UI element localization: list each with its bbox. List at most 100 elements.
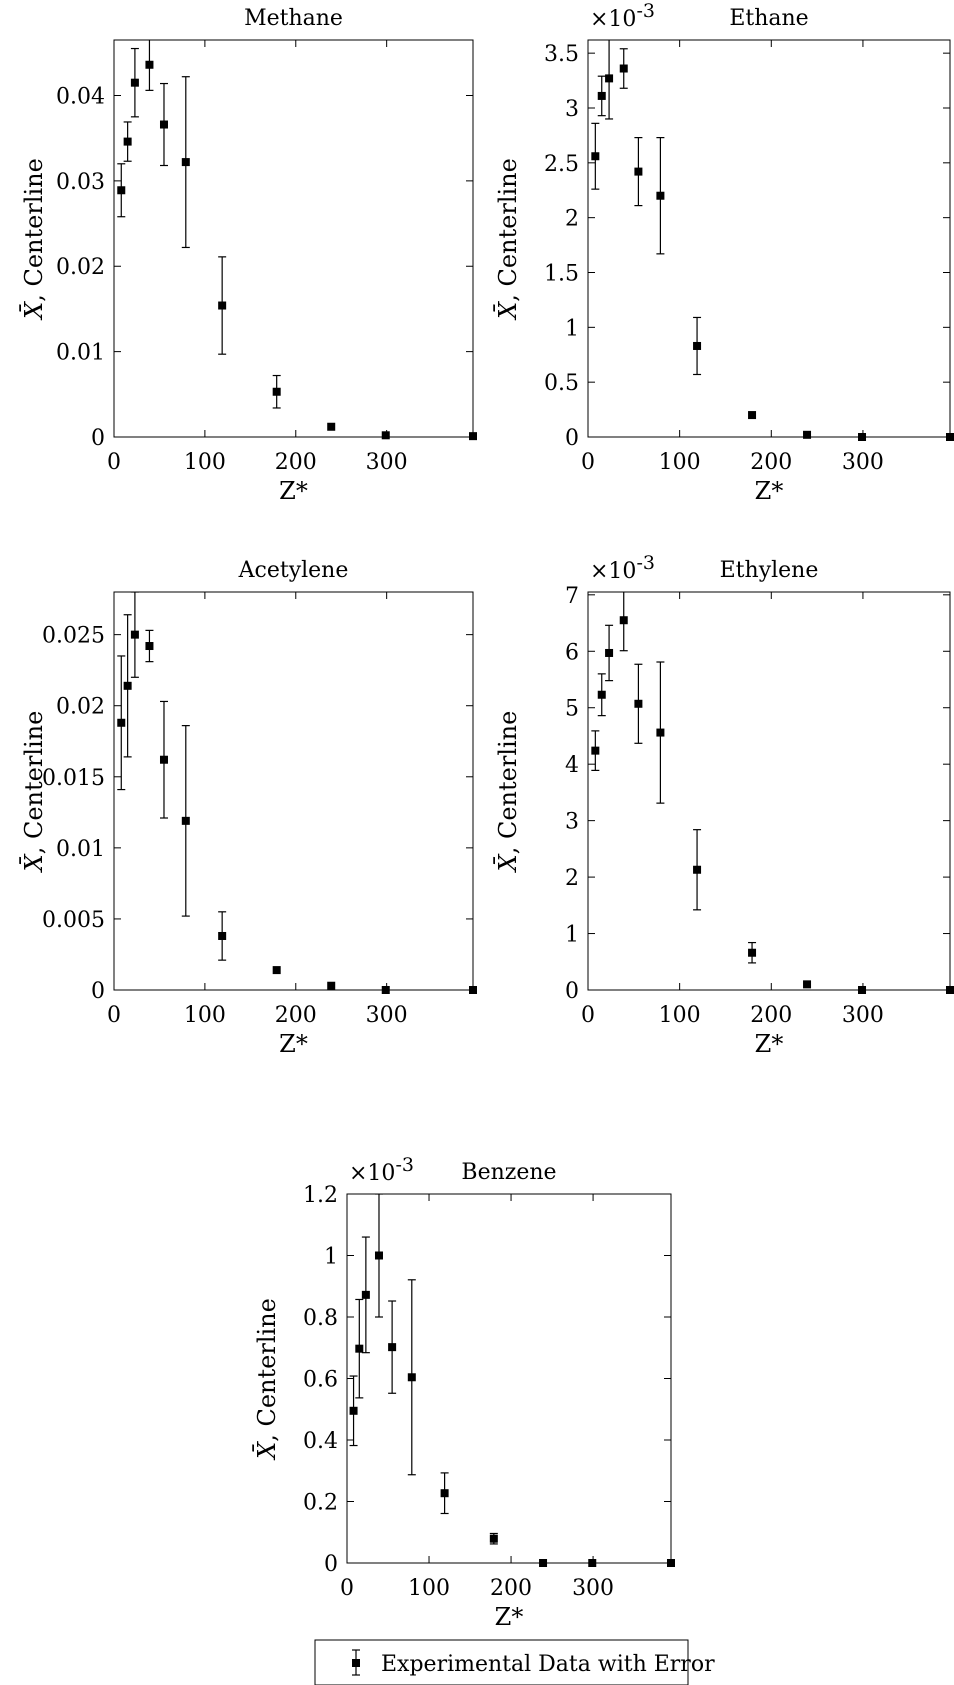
y-tick-label: 5 bbox=[565, 697, 579, 722]
data-point bbox=[130, 630, 139, 639]
data-point bbox=[946, 433, 954, 441]
y-tick-label: 6 bbox=[565, 640, 579, 665]
data-point bbox=[605, 648, 614, 657]
y-axis-label-text: , Centerline bbox=[494, 158, 522, 302]
data-points bbox=[591, 40, 954, 441]
data-point bbox=[748, 411, 757, 420]
y-tick-label: 4 bbox=[565, 753, 579, 778]
y-tick-label: 3.5 bbox=[544, 42, 579, 67]
y-tick-label: 0.005 bbox=[42, 908, 105, 933]
y-axis-symbol: X̄ bbox=[494, 853, 522, 873]
y-multiplier-exponent: -3 bbox=[636, 0, 655, 22]
data-point bbox=[656, 191, 665, 200]
data-points bbox=[349, 1194, 675, 1567]
y-axis-label: X̄, Centerline bbox=[494, 711, 522, 874]
y-tick-label: 0.02 bbox=[56, 695, 105, 720]
data-point bbox=[361, 1290, 370, 1299]
y-axis-symbol: X̄ bbox=[20, 301, 48, 321]
x-tick-label: 300 bbox=[842, 450, 884, 475]
data-point bbox=[272, 387, 281, 396]
y-axis-label-text: , Centerline bbox=[20, 711, 48, 855]
x-tick-label: 0 bbox=[581, 1003, 595, 1028]
y-multiplier-label: ×10-3 bbox=[590, 0, 655, 32]
data-point bbox=[407, 1373, 416, 1382]
axes-box bbox=[587, 39, 951, 438]
data-point bbox=[748, 948, 757, 957]
x-tick-label: 0 bbox=[581, 450, 595, 475]
x-axis-label: Z* bbox=[755, 477, 784, 505]
data-point bbox=[218, 931, 227, 940]
data-point bbox=[605, 74, 614, 83]
x-tick-label: 100 bbox=[659, 450, 701, 475]
x-tick-label: 100 bbox=[184, 450, 226, 475]
y-tick-label: 0 bbox=[565, 979, 579, 1004]
x-tick-label: 200 bbox=[750, 450, 792, 475]
data-point bbox=[619, 616, 628, 625]
x-tick-label: 100 bbox=[184, 1003, 226, 1028]
data-point bbox=[946, 986, 954, 994]
y-tick-label: 0 bbox=[565, 426, 579, 451]
y-tick-label: 0.025 bbox=[42, 624, 105, 649]
y-multiplier-base: ×10 bbox=[590, 7, 636, 32]
y-tick-label: 0 bbox=[324, 1552, 338, 1577]
data-point bbox=[693, 865, 702, 874]
y-multiplier-label: ×10-3 bbox=[349, 1154, 414, 1186]
y-tick-label: 0 bbox=[91, 426, 105, 451]
legend-marker-icon bbox=[352, 1649, 360, 1676]
y-multiplier-exponent: -3 bbox=[395, 1154, 414, 1176]
data-point bbox=[381, 431, 390, 440]
y-axis-label-text: , Centerline bbox=[253, 1298, 281, 1442]
data-point bbox=[130, 78, 139, 87]
y-axis-label-text: , Centerline bbox=[20, 158, 48, 302]
legend-label: Experimental Data with Error bbox=[381, 1652, 715, 1677]
data-point bbox=[145, 60, 154, 69]
data-point bbox=[619, 64, 628, 73]
x-tick-label: 300 bbox=[366, 450, 408, 475]
data-point bbox=[388, 1343, 397, 1352]
x-axis-label: Z* bbox=[495, 1603, 524, 1631]
y-tick-label: 0.6 bbox=[303, 1368, 338, 1393]
benzene-chart: 0 100 200 300 0 0.2 0.4 0.6 0.8 1 1.2 Benzene Z* X̄, … bbox=[253, 1154, 675, 1631]
data-point bbox=[858, 986, 867, 994]
x-tick-label: 300 bbox=[366, 1003, 408, 1028]
data-point bbox=[123, 137, 132, 146]
y-tick-label: 0.04 bbox=[56, 84, 105, 109]
data-points bbox=[117, 592, 477, 994]
data-point bbox=[489, 1534, 498, 1543]
y-tick-label: 0.5 bbox=[544, 371, 579, 396]
x-tick-label: 0 bbox=[107, 1003, 121, 1028]
ethane-chart: 0 100 200 300 0 0.5 1 1.5 2 2.5 3 3.5 Ethane Z* X̄, Ce… bbox=[494, 0, 954, 505]
axes-box bbox=[113, 591, 474, 991]
chart-title: Methane bbox=[244, 6, 343, 31]
x-tick-label: 0 bbox=[340, 1576, 354, 1601]
y-tick-label: 0.01 bbox=[56, 341, 105, 366]
legend-box bbox=[314, 1639, 689, 1685]
y-axis-symbol: X̄ bbox=[20, 853, 48, 873]
x-axis-label: Z* bbox=[279, 1030, 308, 1058]
data-point bbox=[349, 1406, 358, 1415]
data-point bbox=[218, 301, 227, 310]
y-tick-label: 1.2 bbox=[303, 1183, 338, 1208]
y-tick-label: 7 bbox=[565, 584, 579, 609]
y-tick-label: 0.8 bbox=[303, 1306, 338, 1331]
axes-box bbox=[346, 1193, 672, 1564]
y-axis-label: X̄, Centerline bbox=[20, 158, 48, 321]
data-point bbox=[181, 158, 190, 167]
y-tick-label: 1 bbox=[324, 1245, 338, 1270]
y-axis-label-text: , Centerline bbox=[494, 711, 522, 855]
y-multiplier-label: ×10-3 bbox=[590, 552, 655, 584]
data-point bbox=[145, 642, 154, 651]
y-axis-symbol: X̄ bbox=[494, 301, 522, 321]
data-point bbox=[159, 120, 168, 129]
y-axis-label: X̄, Centerline bbox=[494, 158, 522, 321]
x-tick-label: 0 bbox=[107, 450, 121, 475]
data-point bbox=[181, 816, 190, 825]
data-point bbox=[440, 1489, 449, 1498]
chart-title: Benzene bbox=[461, 1160, 556, 1185]
data-point bbox=[634, 167, 643, 176]
data-point bbox=[597, 91, 606, 100]
data-point bbox=[469, 432, 477, 441]
data-point bbox=[591, 152, 600, 161]
data-point bbox=[469, 986, 477, 994]
chart-title: Ethylene bbox=[720, 558, 819, 583]
